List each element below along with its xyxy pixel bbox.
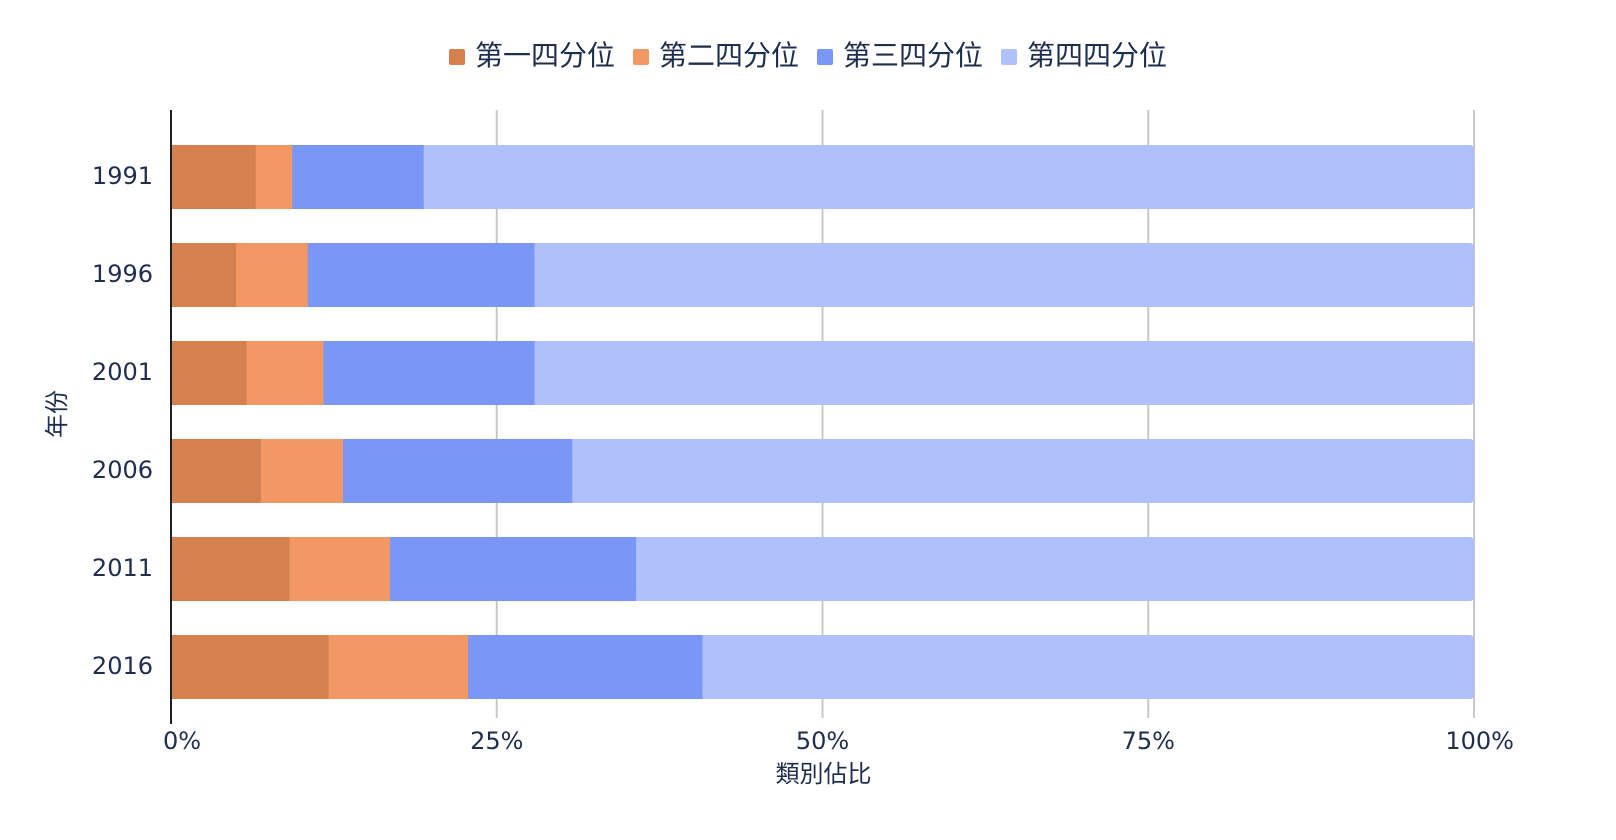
bar-segment — [636, 537, 1474, 601]
bar-row — [171, 635, 1474, 699]
legend-item: 第三四分位 — [817, 39, 983, 72]
legend-item: 第二四分位 — [633, 39, 799, 72]
y-tick-label: 1996 — [92, 260, 153, 288]
legend-label: 第四四分位 — [1027, 39, 1167, 72]
bar-segment-edge — [534, 243, 543, 307]
legend: 第一四分位 第二四分位 第三四分位 第四四分位 — [449, 39, 1167, 72]
bar-segment — [292, 145, 425, 209]
legend-swatch — [449, 49, 465, 65]
bar-segment — [307, 243, 536, 307]
y-tick-label: 2006 — [92, 456, 153, 484]
bar-segment — [246, 341, 324, 405]
bar-segment — [702, 635, 1474, 699]
bar-row — [171, 145, 1475, 209]
gridlines — [495, 110, 1475, 718]
legend-label: 第一四分位 — [475, 39, 615, 72]
bar-segment-edge — [423, 145, 432, 209]
bar-segment-edge — [534, 341, 543, 405]
legend-swatch — [1001, 49, 1017, 65]
y-axis-title: 年份 — [43, 390, 71, 438]
legend-label: 第三四分位 — [843, 39, 983, 72]
bar-segment — [171, 243, 237, 307]
x-axis-title: 類別佔比 — [776, 760, 872, 788]
legend-item: 第一四分位 — [449, 39, 615, 72]
bar-segment — [171, 341, 248, 405]
bar-segment — [171, 145, 257, 209]
bar-segment-edge — [572, 439, 581, 503]
bar-segment — [236, 243, 309, 307]
bar-segment — [534, 341, 1474, 405]
x-tick-label: 50% — [796, 727, 849, 755]
y-tick-label: 2011 — [92, 554, 153, 582]
x-tick-label: 75% — [1122, 727, 1175, 755]
bars — [171, 145, 1475, 699]
bar-row — [171, 341, 1474, 405]
x-tick-label: 25% — [470, 727, 523, 755]
bar-segment-edge — [702, 635, 711, 699]
y-tick-label: 2001 — [92, 358, 153, 386]
legend-item: 第四四分位 — [1001, 39, 1167, 72]
bar-segment — [572, 439, 1474, 503]
bar-segment — [260, 439, 344, 503]
bar-segment — [171, 635, 330, 699]
bar-segment — [328, 635, 469, 699]
bar-segment — [171, 537, 291, 601]
y-tick-label: 2016 — [92, 652, 153, 680]
legend-swatch — [817, 49, 833, 65]
bar-segment — [255, 145, 293, 209]
bar-segment — [534, 243, 1474, 307]
x-tick-label: 100% — [1445, 727, 1514, 755]
legend-label: 第二四分位 — [659, 39, 799, 72]
bar-segment — [342, 439, 573, 503]
axes: 1991 1996 2001 2006 2011 2016 0% 25% 50% 75% 100% — [92, 110, 1514, 755]
bar-segment — [389, 537, 637, 601]
bar-segment-edge — [636, 537, 645, 601]
bar-segment — [171, 439, 262, 503]
legend-swatch — [633, 49, 649, 65]
x-tick-label: 0% — [163, 727, 201, 755]
bar-segment — [468, 635, 704, 699]
bar-segment — [289, 537, 391, 601]
y-tick-label: 1991 — [92, 162, 153, 190]
bar-row — [171, 537, 1474, 601]
bar-segment — [323, 341, 536, 405]
bar-row — [171, 439, 1474, 503]
bar-row — [171, 243, 1474, 307]
bar-segment — [423, 145, 1475, 209]
